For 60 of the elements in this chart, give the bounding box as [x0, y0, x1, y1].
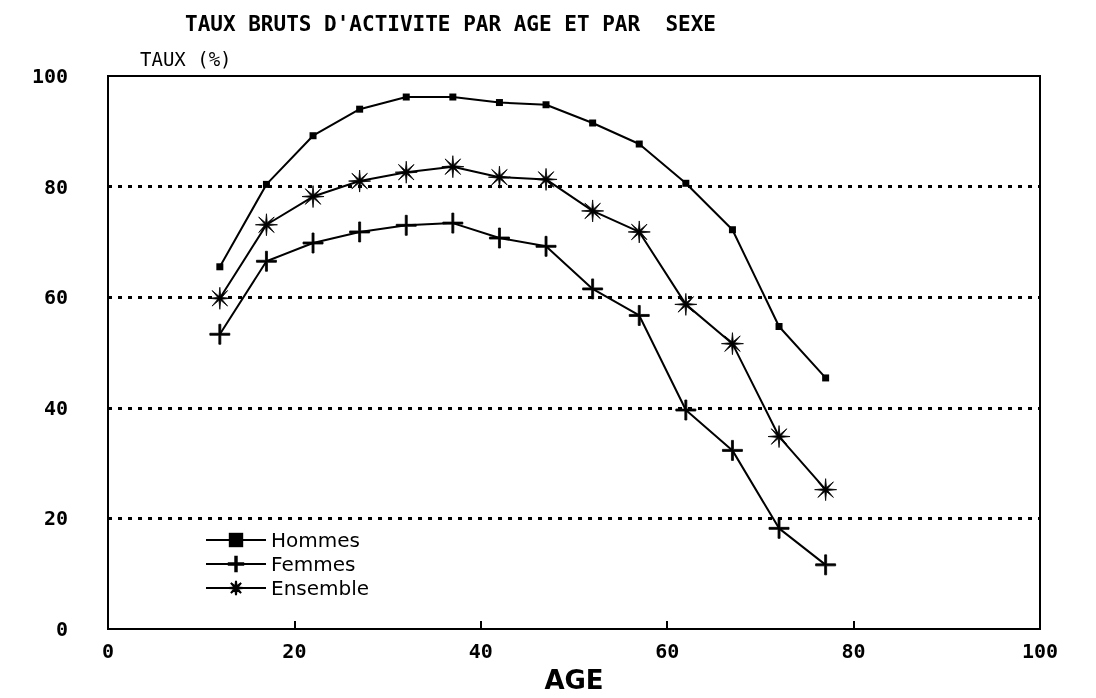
point	[635, 140, 643, 148]
point	[442, 212, 464, 234]
point	[262, 180, 270, 188]
point	[356, 105, 364, 113]
point	[449, 93, 457, 101]
y-axis-title: TAUX (%)	[140, 47, 232, 70]
point	[815, 554, 837, 576]
point	[302, 232, 324, 254]
legend-label: Ensemble	[271, 576, 370, 600]
point	[722, 439, 743, 461]
point	[348, 169, 372, 193]
y-tick-label: 40	[43, 395, 68, 420]
point	[441, 155, 465, 179]
x-tick-label: 20	[282, 639, 307, 663]
point	[534, 168, 558, 191]
point	[489, 227, 510, 249]
point	[535, 235, 557, 257]
point	[255, 213, 278, 237]
legend-label: Hommes	[271, 528, 360, 552]
point	[495, 99, 503, 107]
chart-title: TAUX BRUTS D'ACTIVITE PAR AGE ET PAR SEXE	[185, 11, 717, 36]
point	[822, 374, 830, 382]
x-tick-label: 0	[101, 639, 115, 663]
legend-label: Femmes	[271, 552, 356, 576]
y-tick-label: 0	[55, 617, 68, 641]
point	[209, 323, 231, 345]
point	[628, 305, 650, 326]
point	[728, 226, 736, 234]
x-axis-title: AGE	[544, 665, 604, 695]
point	[589, 119, 597, 127]
x-tick-label: 60	[655, 639, 680, 663]
point	[349, 221, 371, 243]
point	[542, 101, 550, 109]
point	[675, 399, 697, 421]
y-tick-label: 20	[43, 506, 68, 531]
point	[768, 517, 790, 539]
point	[256, 250, 277, 272]
point	[394, 160, 418, 184]
point	[488, 165, 511, 189]
point	[775, 323, 783, 331]
y-tick-label: 80	[43, 174, 68, 199]
point	[301, 185, 325, 208]
point	[216, 263, 224, 271]
point	[682, 179, 690, 187]
y-tick-label: 60	[43, 285, 68, 310]
point	[627, 220, 651, 244]
point	[582, 278, 604, 300]
point	[814, 478, 838, 502]
point	[208, 286, 232, 310]
point	[674, 292, 698, 316]
y-tick-label: 100	[31, 64, 68, 88]
x-tick-label: 80	[841, 639, 866, 663]
point	[721, 332, 744, 356]
x-tick-label: 100	[1021, 639, 1059, 663]
x-tick-label: 40	[468, 639, 493, 663]
point	[309, 132, 317, 140]
point	[581, 199, 605, 223]
point	[402, 93, 410, 101]
point	[767, 425, 791, 448]
point	[395, 214, 417, 236]
